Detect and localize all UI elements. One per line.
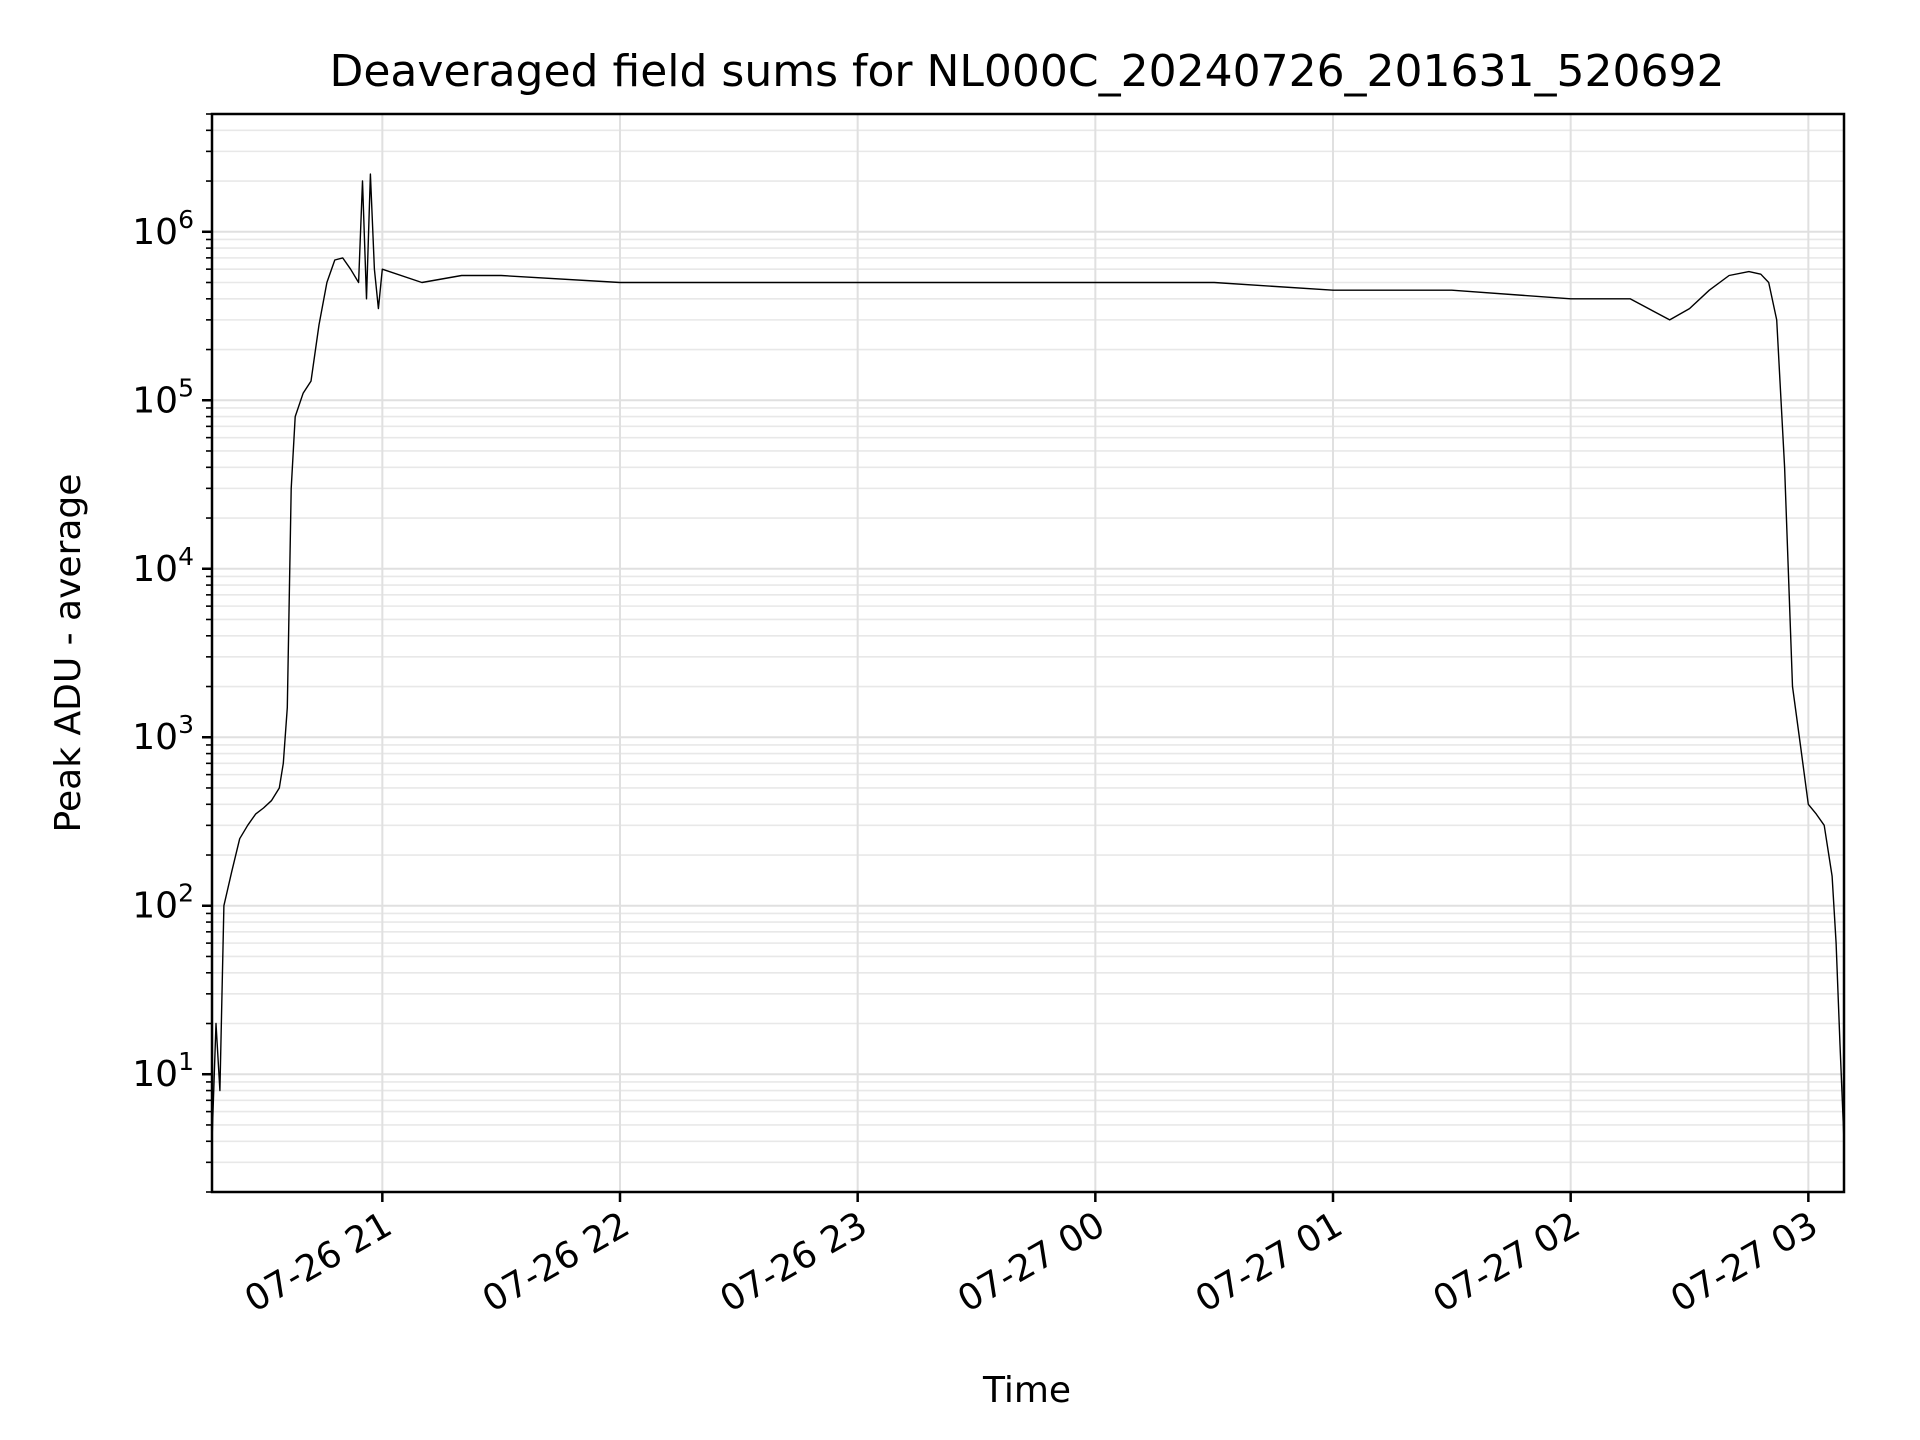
- y-tick-exponent: 4: [178, 542, 194, 571]
- chart-title: Deaveraged field sums for NL000C_2024072…: [329, 46, 1724, 97]
- x-tick-label: 07-27 01: [1189, 1204, 1350, 1320]
- y-tick-base: 10: [132, 549, 178, 590]
- y-tick-base: 10: [132, 380, 178, 421]
- y-tick-exponent: 2: [178, 879, 194, 908]
- x-axis-label: Time: [982, 1370, 1071, 1411]
- x-tick-label: 07-26 22: [476, 1204, 637, 1320]
- y-axis-label: Peak ADU - average: [48, 474, 89, 833]
- y-tick-label: 106: [132, 205, 194, 253]
- grid-lines: [212, 113, 1844, 1193]
- plot-frame: [210, 112, 1846, 1194]
- y-tick-label: 105: [132, 373, 194, 421]
- x-tick-label: 07-27 02: [1427, 1204, 1588, 1320]
- y-tick-base: 10: [132, 212, 178, 253]
- x-tick-label: 07-26 23: [713, 1204, 874, 1320]
- x-tick-labels: 07-26 21 07-26 22 07-26 23 07-27 00 07-27 01…: [238, 1204, 1825, 1320]
- x-tick-label: 07-27 00: [951, 1204, 1112, 1320]
- x-tick-label: 07-27 03: [1664, 1204, 1825, 1320]
- plot-area: [211, 173, 1845, 1142]
- y-tick-base: 10: [132, 1054, 178, 1095]
- y-tick-label: 102: [132, 879, 194, 927]
- y-tick-exponent: 6: [178, 205, 194, 234]
- y-tick-label: 103: [132, 710, 194, 758]
- axis-ticks: [202, 113, 1810, 1202]
- y-tick-exponent: 5: [178, 373, 194, 402]
- y-tick-base: 10: [132, 886, 178, 927]
- y-tick-label: 101: [132, 1047, 194, 1095]
- series-line: [211, 173, 1845, 1142]
- y-tick-label: 104: [132, 542, 194, 590]
- x-tick-label: 07-26 21: [238, 1204, 399, 1320]
- y-tick-exponent: 3: [178, 710, 194, 739]
- y-tick-base: 10: [132, 717, 178, 758]
- y-tick-exponent: 1: [178, 1047, 194, 1076]
